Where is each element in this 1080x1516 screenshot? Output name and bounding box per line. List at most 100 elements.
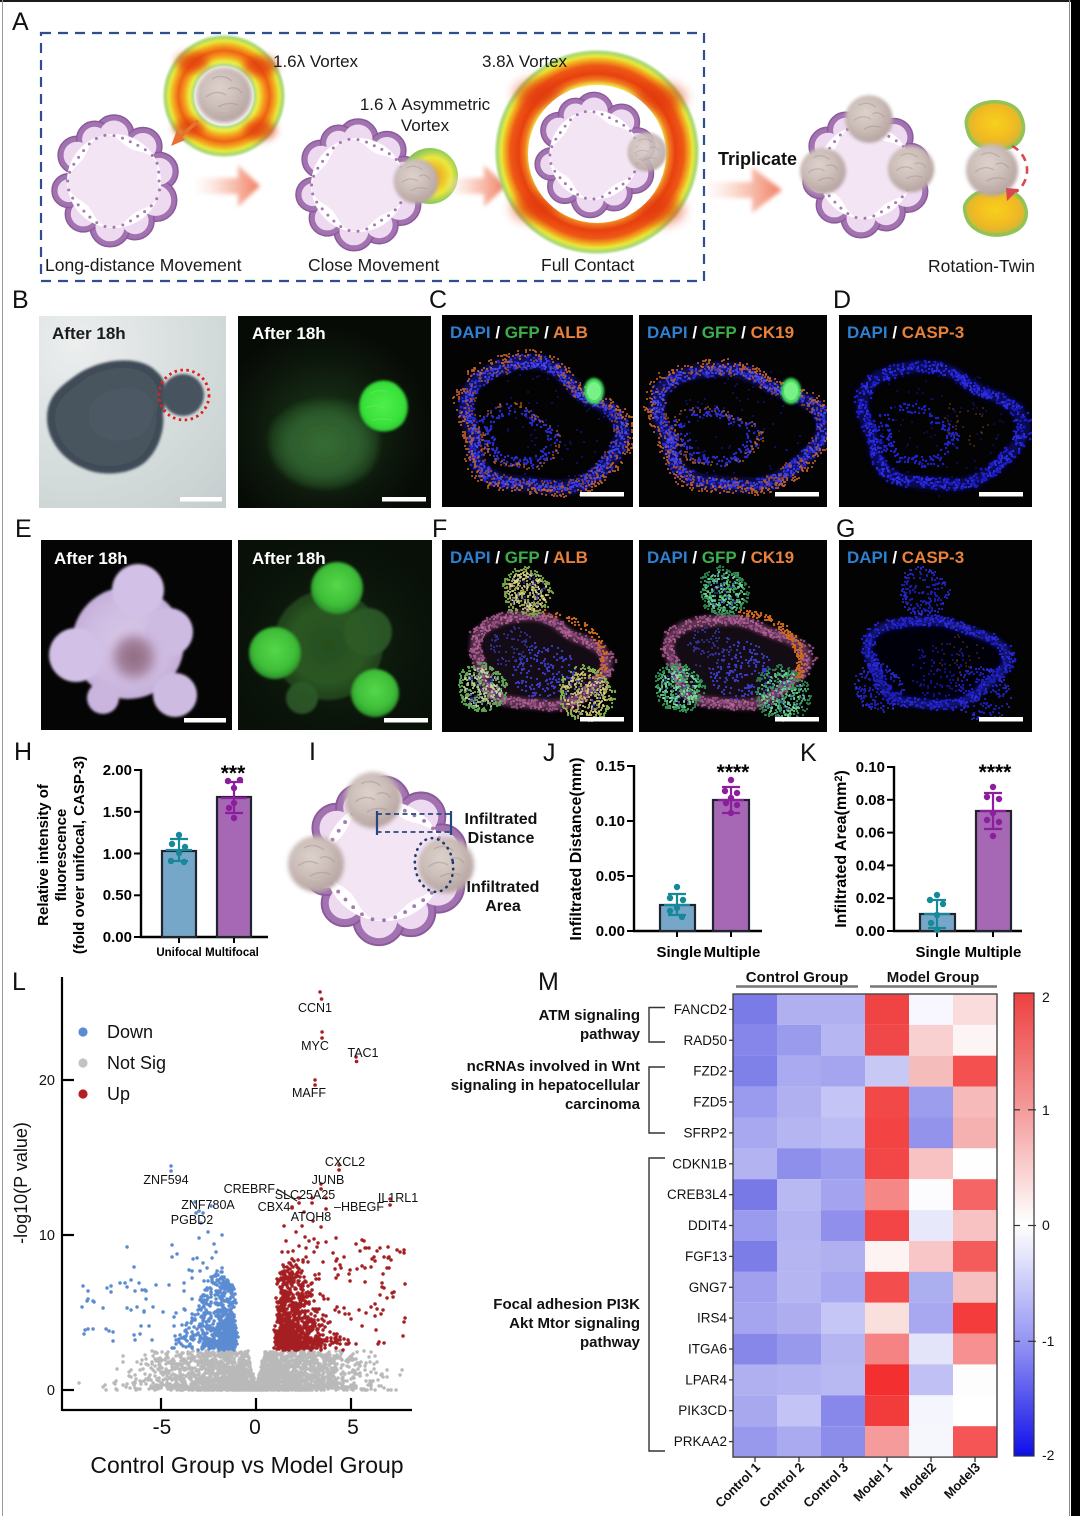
svg-text:pathway: pathway (580, 1026, 641, 1043)
svg-text:0.08: 0.08 (856, 792, 885, 809)
svg-text:L: L (12, 968, 26, 996)
svg-text:CBX4: CBX4 (258, 1200, 291, 1214)
svg-text:Model Group: Model Group (887, 969, 980, 986)
svg-text:0.05: 0.05 (596, 868, 625, 885)
svg-text:Not Sig: Not Sig (107, 1053, 166, 1073)
svg-text:JUNB: JUNB (312, 1173, 345, 1187)
svg-text:After 18h: After 18h (252, 549, 326, 568)
svg-text:0.00: 0.00 (103, 929, 132, 946)
svg-text:C: C (429, 290, 447, 314)
svg-text:Vortex: Vortex (401, 116, 450, 135)
svg-text:Multiple: Multiple (704, 944, 761, 961)
svg-text:H: H (14, 738, 32, 766)
svg-text:Model3: Model3 (941, 1460, 983, 1502)
svg-text:SLC25A25: SLC25A25 (275, 1188, 336, 1202)
svg-text:Full Contact: Full Contact (541, 255, 635, 275)
svg-text:DAPI / GFP / ALB: DAPI / GFP / ALB (450, 548, 588, 567)
svg-text:-2: -2 (1042, 1447, 1055, 1463)
svg-text:Multiple: Multiple (965, 944, 1022, 961)
svg-text:-log10(P value): -log10(P value) (11, 1122, 31, 1244)
svg-text:ITGA6: ITGA6 (688, 1342, 727, 1357)
svg-text:Multifocal: Multifocal (205, 947, 259, 959)
svg-text:Control Group vs Model Group: Control Group vs Model Group (90, 1452, 403, 1478)
svg-text:0.02: 0.02 (856, 890, 885, 907)
svg-text:Close Movement: Close Movement (308, 255, 439, 275)
svg-text:0.50: 0.50 (103, 887, 132, 904)
svg-text:Distance: Distance (468, 830, 535, 847)
svg-text:M: M (538, 968, 559, 996)
svg-text:DAPI / GFP / ALB: DAPI / GFP / ALB (450, 323, 588, 342)
svg-text:PIK3CD: PIK3CD (678, 1403, 727, 1418)
svg-text:Long-distance Movement: Long-distance Movement (45, 255, 242, 275)
svg-text:20: 20 (39, 1073, 55, 1089)
svg-text:2.00: 2.00 (103, 762, 132, 779)
svg-text:ATM signaling: ATM signaling (539, 1007, 640, 1024)
svg-text:0.04: 0.04 (856, 857, 886, 874)
svg-text:-5: -5 (153, 1416, 172, 1439)
svg-text:FZD5: FZD5 (693, 1095, 727, 1110)
svg-text:After 18h: After 18h (54, 549, 128, 568)
svg-text:DAPI / CASP-3: DAPI / CASP-3 (847, 323, 964, 342)
svg-text:After 18h: After 18h (52, 324, 126, 343)
svg-text:1.50: 1.50 (103, 804, 132, 821)
svg-text:IL1RL1: IL1RL1 (378, 1191, 418, 1205)
svg-text:0.15: 0.15 (596, 758, 625, 775)
svg-text:0.00: 0.00 (856, 923, 885, 940)
svg-text:ZNF594: ZNF594 (143, 1173, 188, 1187)
svg-text:G: G (836, 515, 855, 543)
svg-text:After 18h: After 18h (252, 324, 326, 343)
svg-text:Infiltrated: Infiltrated (467, 879, 540, 896)
svg-text:A: A (12, 8, 29, 36)
svg-text:Control 1: Control 1 (712, 1460, 763, 1511)
svg-text:0.10: 0.10 (856, 759, 885, 776)
svg-text:Single: Single (656, 944, 701, 961)
svg-text:10: 10 (39, 1228, 55, 1244)
svg-text:1.00: 1.00 (103, 846, 132, 863)
svg-text:Model2: Model2 (897, 1460, 939, 1502)
svg-text:Single: Single (915, 944, 960, 961)
svg-text:LPAR4: LPAR4 (685, 1372, 727, 1387)
svg-text:Relative intensity of: Relative intensity of (35, 783, 52, 926)
svg-text:****: **** (717, 761, 751, 784)
svg-text:F: F (432, 515, 447, 543)
svg-text:fluorescence: fluorescence (53, 809, 70, 902)
svg-text:FZD2: FZD2 (693, 1064, 727, 1079)
svg-text:5: 5 (347, 1416, 359, 1439)
svg-text:Model 1: Model 1 (850, 1460, 895, 1505)
svg-text:Infiltrated Area(mm2): Infiltrated Area(mm2) (833, 770, 850, 928)
svg-text:B: B (12, 290, 29, 314)
svg-text:1: 1 (1042, 1102, 1050, 1118)
svg-text:carcinoma: carcinoma (565, 1096, 641, 1113)
svg-text:0: 0 (1042, 1217, 1050, 1233)
svg-text:Control Group: Control Group (746, 969, 848, 986)
svg-text:DAPI / GFP / CK19: DAPI / GFP / CK19 (647, 548, 794, 567)
svg-text:0.00: 0.00 (596, 923, 625, 940)
svg-text:Infiltrated Distance(mm): Infiltrated Distance(mm) (568, 757, 585, 940)
svg-text:Control 2: Control 2 (756, 1460, 807, 1511)
svg-text:MYC: MYC (301, 1039, 329, 1053)
svg-text:Unifocal: Unifocal (156, 947, 201, 959)
svg-text:–HBEGF: –HBEGF (334, 1200, 384, 1214)
svg-text:DDIT4: DDIT4 (688, 1218, 727, 1233)
svg-text:pathway: pathway (580, 1334, 641, 1351)
svg-text:FANCD2: FANCD2 (674, 1002, 727, 1017)
svg-text:RAD50: RAD50 (683, 1033, 727, 1048)
svg-text:Akt Mtor signaling: Akt Mtor signaling (509, 1315, 640, 1332)
svg-text:-1: -1 (1042, 1333, 1055, 1349)
svg-text:Up: Up (107, 1084, 130, 1104)
svg-text:0: 0 (249, 1416, 261, 1439)
svg-text:Triplicate: Triplicate (718, 149, 797, 169)
svg-text:CCN1: CCN1 (298, 1001, 332, 1015)
svg-text:Focal adhesion PI3K: Focal adhesion PI3K (493, 1296, 640, 1313)
svg-text:PRKAA2: PRKAA2 (674, 1434, 727, 1449)
svg-text:Control 3: Control 3 (800, 1460, 851, 1511)
svg-text:signaling in hepatocellular: signaling in hepatocellular (451, 1077, 640, 1094)
svg-text:ATOH8: ATOH8 (291, 1210, 332, 1224)
svg-text:3.8λ Vortex: 3.8λ Vortex (482, 52, 568, 71)
svg-text:TAC1: TAC1 (347, 1046, 378, 1060)
svg-text:1.6 λ Asymmetric: 1.6 λ Asymmetric (360, 95, 491, 114)
svg-text:DAPI / GFP / CK19: DAPI / GFP / CK19 (647, 323, 794, 342)
svg-text:0.06: 0.06 (856, 825, 885, 842)
svg-text:CXCL2: CXCL2 (325, 1155, 365, 1169)
svg-text:ZNF780A: ZNF780A (181, 1198, 235, 1212)
